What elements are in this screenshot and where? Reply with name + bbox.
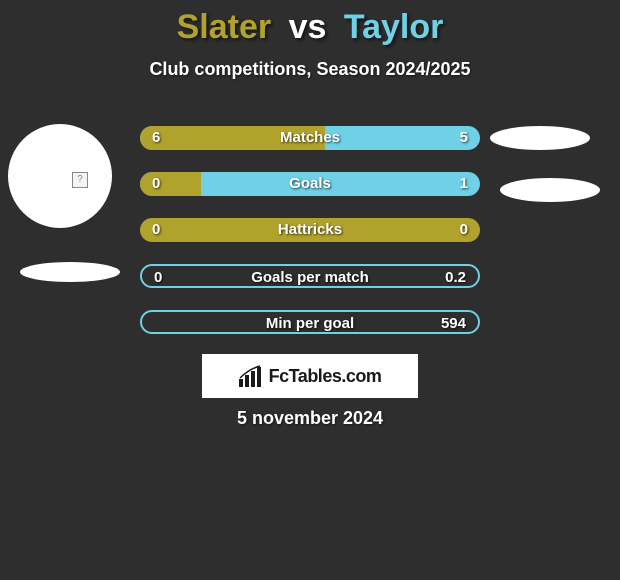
stat-bar: 0Goals per match0.2 <box>140 264 480 288</box>
bar-label: Goals per match <box>142 266 478 286</box>
bar-label: Min per goal <box>142 312 478 332</box>
stat-bar: 6Matches5 <box>140 126 480 150</box>
bar-chart-icon <box>239 365 263 387</box>
image-placeholder-icon: ? <box>72 172 88 188</box>
stat-bar: Min per goal594 <box>140 310 480 334</box>
bar-value-right: 5 <box>460 126 468 150</box>
bar-label: Matches <box>140 126 480 150</box>
player2-bubble <box>490 126 590 150</box>
date-text: 5 november 2024 <box>0 408 620 429</box>
player1-avatar: ? <box>8 124 112 228</box>
bar-label: Hattricks <box>140 218 480 242</box>
player1-shadow <box>20 262 120 282</box>
stat-bar: 0Goals1 <box>140 172 480 196</box>
title-player1: Slater <box>177 8 272 46</box>
bar-value-right: 0 <box>460 218 468 242</box>
footer-brand-text: FcTables.com <box>269 366 382 387</box>
subtitle: Club competitions, Season 2024/2025 <box>0 59 620 80</box>
stat-bar: 0Hattricks0 <box>140 218 480 242</box>
bar-value-right: 594 <box>441 312 466 332</box>
title-player2: Taylor <box>344 8 444 46</box>
comparison-title: Slater vs Taylor <box>0 0 620 47</box>
bar-label: Goals <box>140 172 480 196</box>
stat-bars: 6Matches50Goals10Hattricks00Goals per ma… <box>140 126 480 356</box>
title-vs: vs <box>289 8 327 46</box>
player2-shadow <box>500 178 600 202</box>
bar-value-right: 0.2 <box>445 266 466 286</box>
bar-value-right: 1 <box>460 172 468 196</box>
footer-logo: FcTables.com <box>202 354 418 398</box>
